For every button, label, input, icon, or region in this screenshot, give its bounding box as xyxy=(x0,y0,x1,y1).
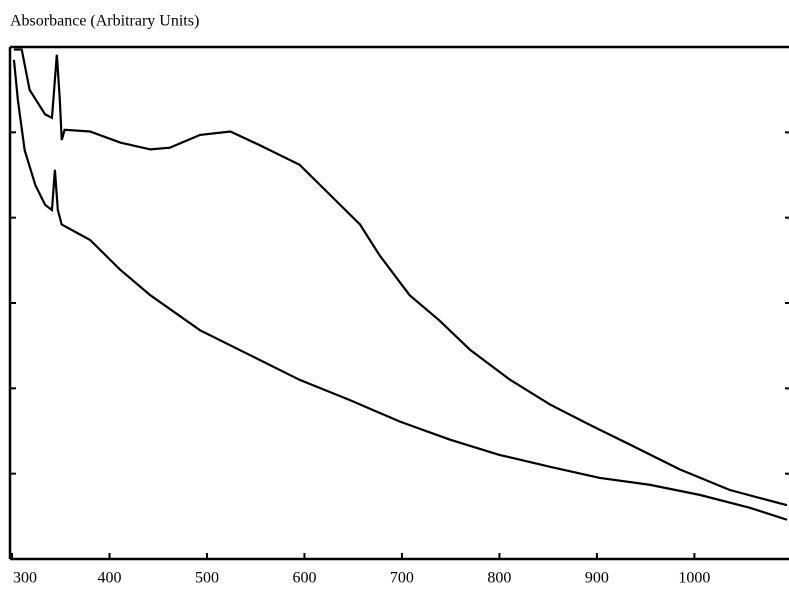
chart-title: Absorbance (Arbitrary Units) xyxy=(10,13,199,30)
x-tick-label: 400 xyxy=(97,570,121,587)
x-tick-label: 900 xyxy=(585,570,609,587)
spectrum-line xyxy=(12,59,788,521)
x-tick-label: 300 xyxy=(13,570,37,587)
x-tick-label: 600 xyxy=(292,570,316,587)
x-tick-label: 800 xyxy=(487,570,511,587)
x-tick-label: 700 xyxy=(390,570,414,587)
x-tick-label: 1000 xyxy=(678,570,710,587)
x-tick-label: 500 xyxy=(195,570,219,587)
spectrum-line xyxy=(13,48,788,507)
